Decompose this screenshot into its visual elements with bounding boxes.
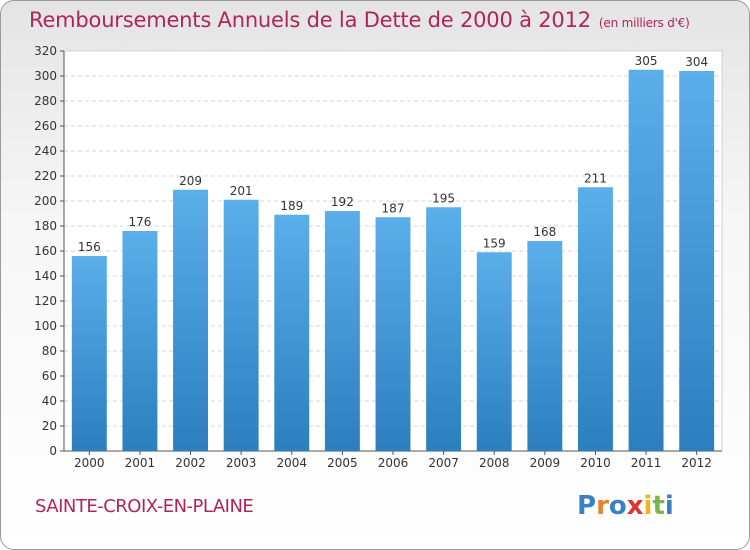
data-label: 159	[483, 236, 506, 250]
x-tick-label: 2002	[175, 456, 206, 470]
y-tick-label: 220	[34, 169, 57, 183]
x-tick-label: 2010	[580, 456, 611, 470]
x-tick-label: 2006	[378, 456, 409, 470]
logo-letter: r	[596, 491, 609, 521]
data-label: 168	[533, 225, 556, 239]
data-label: 156	[78, 240, 101, 254]
x-tick-label: 2012	[681, 456, 712, 470]
y-tick-label: 60	[42, 369, 57, 383]
data-label: 304	[685, 55, 708, 69]
bar	[679, 71, 715, 451]
bar	[223, 199, 259, 451]
y-tick-label: 40	[42, 394, 57, 408]
y-tick-label: 200	[34, 194, 57, 208]
y-tick-label: 280	[34, 94, 57, 108]
place-name: SAINTE-CROIX-EN-PLAINE	[35, 496, 254, 517]
y-tick-label: 20	[42, 419, 57, 433]
logo-letter: i	[643, 491, 653, 521]
bar	[628, 69, 664, 451]
data-label: 195	[432, 191, 455, 205]
bar	[476, 252, 512, 451]
x-tick-label: 2004	[276, 456, 307, 470]
x-tick-label: 2000	[74, 456, 105, 470]
bar	[577, 187, 613, 451]
data-label: 201	[230, 184, 253, 198]
logo-letter: o	[608, 491, 627, 521]
x-tick-label: 2007	[428, 456, 459, 470]
bar	[426, 207, 462, 451]
logo-letter: P	[577, 491, 597, 521]
chart-subtitle: (en milliers d'€)	[598, 16, 690, 30]
x-tick-label: 2003	[226, 456, 257, 470]
bar	[324, 211, 360, 451]
y-tick-label: 80	[42, 344, 57, 358]
y-tick-label: 320	[34, 44, 57, 58]
y-tick-label: 140	[34, 269, 57, 283]
bar	[274, 214, 310, 451]
proxiti-logo: Proxiti	[577, 491, 674, 521]
data-label: 209	[179, 174, 202, 188]
y-tick-label: 300	[34, 69, 57, 83]
logo-letter: x	[626, 491, 644, 521]
data-label: 187	[382, 201, 405, 215]
chart-title-text: Remboursements Annuels de la Dette de 20…	[29, 8, 591, 32]
x-tick-label: 2005	[327, 456, 358, 470]
x-tick-label: 2001	[125, 456, 156, 470]
y-tick-label: 0	[49, 444, 57, 458]
data-label: 176	[128, 215, 151, 229]
y-tick-label: 240	[34, 144, 57, 158]
y-tick-label: 160	[34, 244, 57, 258]
y-tick-label: 260	[34, 119, 57, 133]
bar	[71, 256, 107, 451]
data-label: 192	[331, 195, 354, 209]
bar	[173, 189, 209, 451]
data-label: 211	[584, 171, 607, 185]
logo-letter: i	[664, 491, 674, 521]
x-tick-label: 2008	[479, 456, 510, 470]
y-tick-label: 180	[34, 219, 57, 233]
data-label: 189	[280, 199, 303, 213]
chart-title: Remboursements Annuels de la Dette de 20…	[29, 8, 690, 32]
y-tick-label: 100	[34, 319, 57, 333]
data-label: 305	[635, 54, 658, 68]
bar	[122, 231, 158, 451]
y-tick-label: 120	[34, 294, 57, 308]
x-tick-label: 2011	[631, 456, 662, 470]
bar	[375, 217, 411, 451]
bar	[527, 241, 563, 451]
x-tick-label: 2009	[530, 456, 561, 470]
logo-letter: t	[652, 491, 665, 521]
